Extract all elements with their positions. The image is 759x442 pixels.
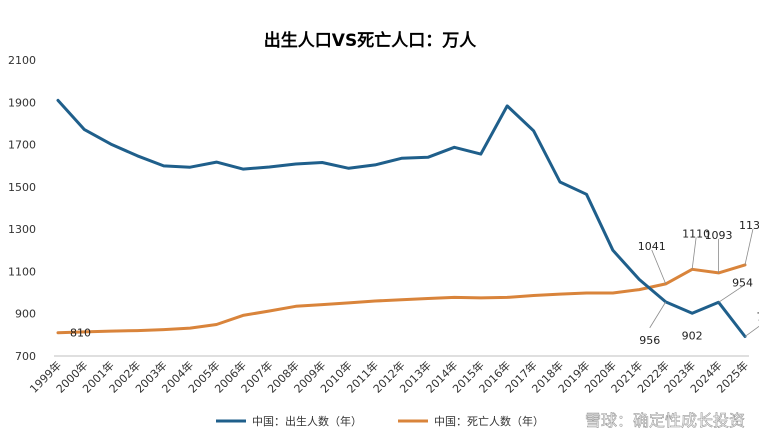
label-leader-line — [651, 249, 667, 285]
y-tick-label: 1900 — [8, 96, 36, 109]
y-axis: 700 900 1100 1300 1500 1700 1900 2100 — [8, 54, 36, 363]
y-tick-label: 2100 — [8, 54, 36, 67]
data-label: 954 — [732, 276, 753, 289]
data-label: 1131 — [739, 219, 759, 232]
label-leader-line — [649, 301, 667, 329]
births-line — [56, 98, 747, 338]
label-leader-line — [744, 325, 759, 337]
label-leader-line — [718, 285, 743, 303]
data-label: 1110 — [682, 227, 710, 240]
legend: 中国：出生人数（年） 中国：死亡人数（年） — [216, 414, 544, 428]
y-tick-label: 1700 — [8, 139, 36, 152]
data-label: 1093 — [705, 229, 733, 242]
data-label: 902 — [682, 329, 703, 342]
series-group — [56, 98, 747, 338]
data-label: 956 — [639, 334, 660, 347]
label-leader-line — [744, 228, 754, 265]
y-tick-label: 700 — [15, 350, 36, 363]
y-tick-label: 1500 — [8, 181, 36, 194]
data-label: 810 — [70, 327, 91, 340]
watermark: 雪球：确定性成长投资 — [585, 411, 745, 430]
deaths-line — [56, 263, 747, 335]
label-leader-line — [691, 237, 697, 270]
y-tick-label: 1100 — [8, 265, 36, 278]
legend-label: 中国：死亡人数（年） — [434, 414, 544, 428]
chart-title: 出生人口VS死亡人口：万人 — [264, 30, 477, 51]
y-tick-label: 1300 — [8, 223, 36, 236]
data-label: 1041 — [638, 240, 666, 253]
legend-label: 中国：出生人数（年） — [252, 414, 362, 428]
data-label: 792 — [757, 311, 759, 324]
x-axis: 1999年2000年2001年2002年2003年2004年2005年2006年… — [27, 355, 751, 396]
y-tick-label: 900 — [15, 308, 36, 321]
